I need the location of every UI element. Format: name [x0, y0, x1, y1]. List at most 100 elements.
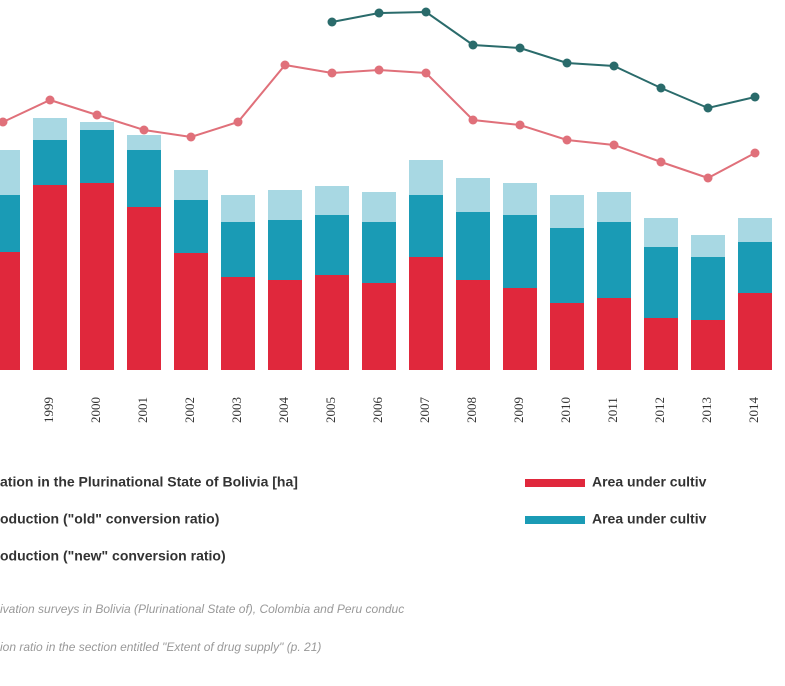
bar-segment — [221, 195, 255, 222]
line-point — [656, 157, 666, 167]
bar-segment — [644, 247, 678, 318]
bar-segment — [550, 303, 584, 370]
bar-segment — [221, 277, 255, 370]
bar-segment — [127, 207, 161, 370]
bar-segment — [503, 215, 537, 288]
bar-segment — [456, 212, 490, 280]
bar-segment — [550, 228, 584, 303]
line-point — [45, 95, 55, 105]
line-point — [562, 135, 572, 145]
legend-label: Area under cultiv — [592, 511, 707, 527]
line-point — [374, 65, 384, 75]
legend-label: Area under cultiv — [592, 474, 707, 490]
line — [331, 10, 756, 110]
bar-segment — [503, 183, 537, 215]
legend-swatch — [525, 479, 585, 487]
line-point — [186, 132, 196, 142]
bar-segment — [268, 190, 302, 220]
line-point — [515, 120, 525, 130]
bar-segment — [409, 160, 443, 195]
line-point — [656, 83, 666, 93]
line — [2, 63, 756, 180]
line-point — [139, 125, 149, 135]
x-tick-label: 2008 — [464, 397, 479, 423]
bar-segment — [0, 195, 20, 252]
legend-label: oduction ("old" conversion ratio) — [0, 511, 219, 527]
bar-segment — [33, 118, 67, 140]
bar-segment — [80, 183, 114, 370]
bar-segment — [33, 185, 67, 370]
line-point — [92, 110, 102, 120]
bar-segment — [221, 222, 255, 277]
bar-segment — [644, 218, 678, 247]
bar-segment — [550, 195, 584, 228]
line-point — [703, 173, 713, 183]
line-point — [280, 60, 290, 70]
bar-segment — [362, 283, 396, 370]
x-tick-label: 2004 — [276, 397, 291, 424]
bar-segment — [738, 218, 772, 242]
bar-segment — [597, 192, 631, 222]
bar-segment — [315, 215, 349, 275]
bar-segment — [644, 318, 678, 370]
x-tick-label: 2003 — [229, 397, 244, 423]
bar-segment — [0, 150, 20, 195]
line-point — [233, 117, 243, 127]
bar-segment — [409, 257, 443, 370]
x-tick-label: 2002 — [182, 397, 197, 423]
bar-segment — [597, 222, 631, 298]
x-tick-label: 2006 — [370, 397, 385, 424]
x-tick-label: 1999 — [41, 397, 56, 423]
line-point — [609, 140, 619, 150]
bar-segment — [80, 130, 114, 183]
bar-segment — [315, 186, 349, 215]
bar-segment — [691, 257, 725, 320]
x-tick-label: 2012 — [652, 397, 667, 423]
x-tick-label: 2014 — [746, 397, 761, 424]
x-tick-label: 2009 — [511, 397, 526, 423]
bar-segment — [127, 135, 161, 150]
line-point — [421, 68, 431, 78]
legend-label: ation in the Plurinational State of Boli… — [0, 474, 298, 490]
bar-segment — [738, 293, 772, 370]
bar-segment — [33, 140, 67, 185]
x-tick-label: 2007 — [417, 397, 432, 424]
bar-segment — [268, 280, 302, 370]
bar-segment — [409, 195, 443, 257]
bar-segment — [691, 320, 725, 370]
bar-segment — [174, 253, 208, 370]
line-point — [327, 17, 337, 27]
line-point — [750, 92, 760, 102]
bar-segment — [503, 288, 537, 370]
line-point — [374, 8, 384, 18]
x-tick-label: 2001 — [135, 397, 150, 423]
x-tick-label: 2005 — [323, 397, 338, 423]
bar-segment — [268, 220, 302, 280]
bar-segment — [597, 298, 631, 370]
bar-segment — [80, 122, 114, 130]
line-point — [703, 103, 713, 113]
bar-segment — [0, 252, 20, 370]
line-point — [609, 61, 619, 71]
line-point — [515, 43, 525, 53]
x-tick-label: 2011 — [605, 397, 620, 423]
legend-swatch — [525, 516, 585, 524]
bar-segment — [362, 192, 396, 222]
line-point — [468, 40, 478, 50]
x-tick-label: 2013 — [699, 397, 714, 423]
line-point — [0, 117, 8, 127]
line-point — [327, 68, 337, 78]
line-point — [421, 7, 431, 17]
line-point — [562, 58, 572, 68]
line-point — [468, 115, 478, 125]
bar-segment — [174, 170, 208, 200]
bar-segment — [315, 275, 349, 370]
bar-segment — [456, 178, 490, 212]
bar-segment — [127, 150, 161, 207]
line-point — [750, 148, 760, 158]
bar-segment — [456, 280, 490, 370]
bar-segment — [738, 242, 772, 293]
x-tick-label: 2000 — [88, 397, 103, 423]
bar-segment — [174, 200, 208, 253]
